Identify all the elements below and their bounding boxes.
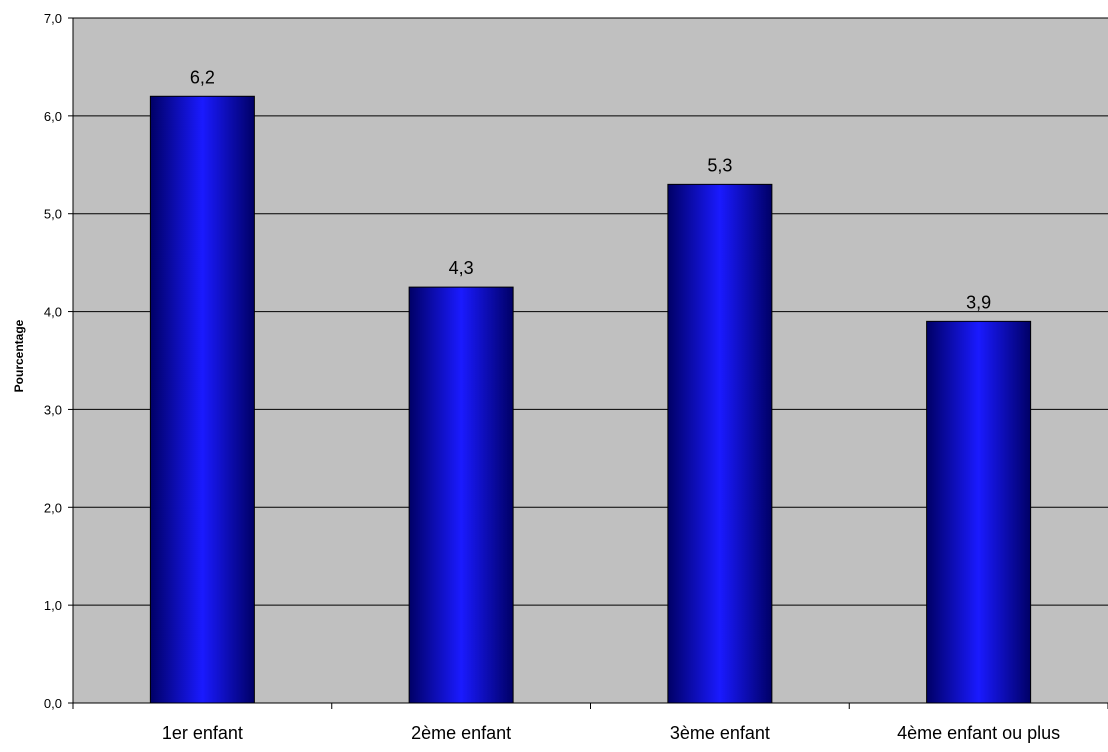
bar: [667, 183, 773, 704]
data-label: 6,2: [190, 67, 215, 87]
data-label: 4,3: [449, 258, 474, 278]
y-tick-label: 3,0: [44, 402, 62, 417]
y-tick-label: 1,0: [44, 598, 62, 613]
x-tick-label: 2ème enfant: [411, 723, 511, 743]
data-label: 3,9: [966, 292, 991, 312]
y-tick-label: 6,0: [44, 109, 62, 124]
data-label: 5,3: [707, 155, 732, 175]
y-tick-label: 7,0: [44, 11, 62, 26]
x-tick-label: 1er enfant: [162, 723, 243, 743]
data-labels: 6,2 4,3 5,3 3,9: [190, 67, 991, 312]
y-tick-label: 2,0: [44, 500, 62, 515]
bar: [408, 286, 514, 704]
x-tick-label: 3ème enfant: [670, 723, 770, 743]
y-axis-title: Pourcentage: [12, 319, 26, 392]
x-tick-label: 4ème enfant ou plus: [897, 723, 1060, 743]
y-tick-label: 4,0: [44, 305, 62, 320]
bar: [926, 320, 1032, 704]
bar: [149, 95, 255, 704]
y-axis: 0,0 1,0 2,0 3,0 4,0 5,0 6,0 7,0: [44, 11, 74, 711]
x-axis: 1er enfant 2ème enfant 3ème enfant 4ème enf…: [72, 702, 1108, 743]
y-tick-label: 0,0: [44, 696, 62, 711]
y-tick-label: 5,0: [44, 207, 62, 222]
